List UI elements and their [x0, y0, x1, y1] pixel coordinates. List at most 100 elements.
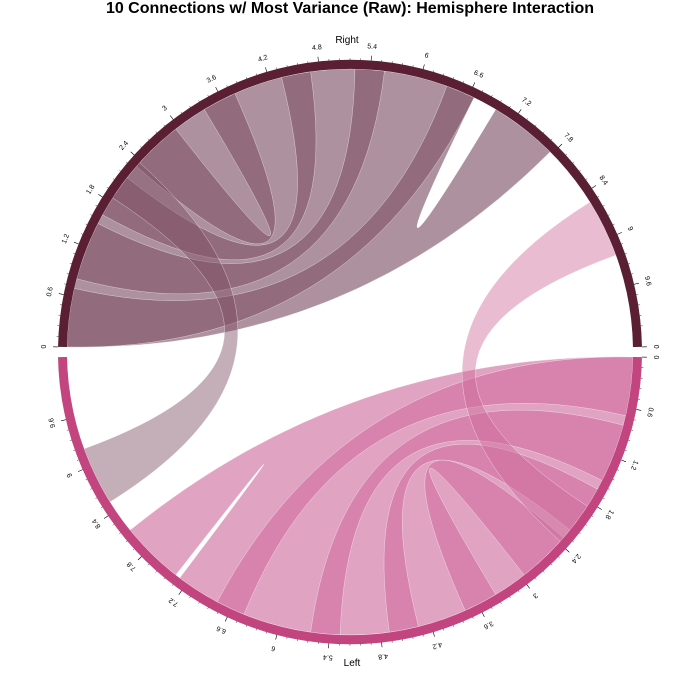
tick-mark-minor [443, 73, 445, 76]
ribbons-layer [66, 68, 634, 636]
tick-mark-minor [189, 596, 191, 599]
tick-label: 5.4 [367, 43, 377, 51]
tick-mark-minor [628, 263, 631, 265]
tick-mark-minor [90, 488, 93, 490]
tick-mark-minor [550, 138, 553, 141]
tick-mark-minor [617, 469, 619, 471]
tick-mark-minor [509, 596, 511, 599]
tick-mark-minor [534, 124, 537, 127]
tick-mark-minor [572, 540, 575, 543]
tick-mark-minor [112, 178, 115, 180]
tick-mark-minor [572, 161, 575, 164]
tick-mark [78, 469, 83, 472]
tick-mark [565, 548, 570, 553]
ribbon-left [310, 409, 624, 636]
tick-mark-minor [140, 146, 142, 148]
tick-mark-minor [125, 540, 128, 543]
ribbon-right [83, 162, 239, 503]
ribbon-right [136, 93, 276, 245]
tick-label: 0 [41, 345, 48, 349]
tick-mark-minor [100, 506, 103, 508]
tick-label: 2.4 [570, 552, 582, 564]
tick-mark-minor [163, 124, 166, 127]
tick-mark [633, 282, 639, 285]
tick-mark-minor [591, 515, 594, 517]
tick-mark [621, 459, 627, 463]
tick-mark-minor [452, 625, 454, 627]
tick-mark-minor [76, 459, 79, 461]
tick-mark-minor [597, 196, 600, 198]
tick-label: 6 [424, 52, 430, 60]
tick-label: 7.2 [520, 97, 532, 108]
tick-label: 7.8 [126, 560, 138, 572]
tick-label: 3.6 [482, 619, 494, 630]
tick-mark-minor [612, 223, 615, 226]
tick-mark-minor [246, 77, 248, 79]
tick-mark-minor [226, 85, 228, 88]
tick-mark [265, 67, 268, 73]
tick-mark-minor [163, 577, 166, 580]
tick-mark-minor [216, 612, 218, 615]
tick-mark-minor [624, 449, 627, 451]
tick-label: 4.2 [257, 54, 268, 64]
tick-mark [518, 109, 522, 114]
tick-mark-minor [621, 243, 624, 245]
tick-mark-minor [132, 548, 135, 551]
tick-mark-minor [433, 70, 434, 73]
tick-label: 0.6 [645, 407, 654, 418]
tick-label: 6.6 [473, 69, 485, 79]
tick-mark-minor [585, 178, 588, 180]
tick-mark [526, 584, 531, 589]
tick-mark-minor [534, 577, 537, 580]
tick-label: 3 [161, 105, 168, 113]
tick-mark-minor [90, 214, 93, 216]
tick-mark-minor [624, 253, 627, 255]
tick-mark-minor [462, 81, 464, 83]
tick-mark [481, 612, 485, 617]
tick-mark-minor [207, 94, 209, 97]
tick-mark-minor [518, 590, 520, 593]
ribbon-right [66, 85, 475, 348]
tick-label: 1.8 [603, 508, 614, 520]
tick-mark-minor [542, 570, 545, 573]
tick-label: 0 [652, 355, 659, 359]
tick-mark [432, 631, 435, 637]
tick-label: 3 [531, 591, 538, 599]
tick-label: 8.4 [91, 517, 102, 529]
tick-mark-minor [607, 214, 610, 216]
tick-mark-minor [106, 187, 109, 189]
tick-mark [636, 409, 642, 411]
tick-mark-minor [453, 77, 455, 79]
tick-mark-minor [585, 524, 588, 526]
tick-mark-minor [491, 607, 493, 610]
tick-mark [103, 515, 109, 519]
tick-mark-minor [245, 625, 247, 627]
ticks-layer: 0 0.6 1.2 1.8 2.4 3 3.6 4.2 4.8 5.4 6 6.6 7.2 7.8 8.4 9… [41, 43, 659, 660]
tick-mark [591, 185, 597, 189]
tick-mark-minor [125, 161, 128, 164]
tick-mark-minor [180, 111, 182, 114]
tick-mark [215, 87, 219, 92]
tick-mark [98, 194, 103, 198]
tick-mark-minor [155, 570, 158, 573]
tick-label: 9 [626, 226, 634, 232]
tick-mark [275, 634, 278, 640]
tick-mark-minor [579, 532, 581, 535]
tick-mark-minor [85, 478, 88, 481]
tick-mark-minor [189, 105, 191, 108]
tick-mark [224, 616, 228, 622]
tick-mark-minor [565, 153, 568, 156]
tick-mark [130, 151, 135, 156]
tick-mark [558, 143, 563, 148]
tick-mark [422, 64, 425, 70]
tick-label: 7.2 [168, 596, 180, 607]
tick-mark-minor [85, 223, 88, 225]
tick-mark-minor [472, 616, 474, 619]
tick-mark-minor [266, 631, 267, 634]
tick-mark-minor [198, 602, 200, 604]
ribbon-right [102, 71, 317, 261]
tick-mark-minor [602, 497, 605, 499]
tick-mark-minor [147, 138, 150, 141]
tick-mark-minor [155, 131, 158, 134]
tick-label: 4.2 [431, 640, 442, 650]
